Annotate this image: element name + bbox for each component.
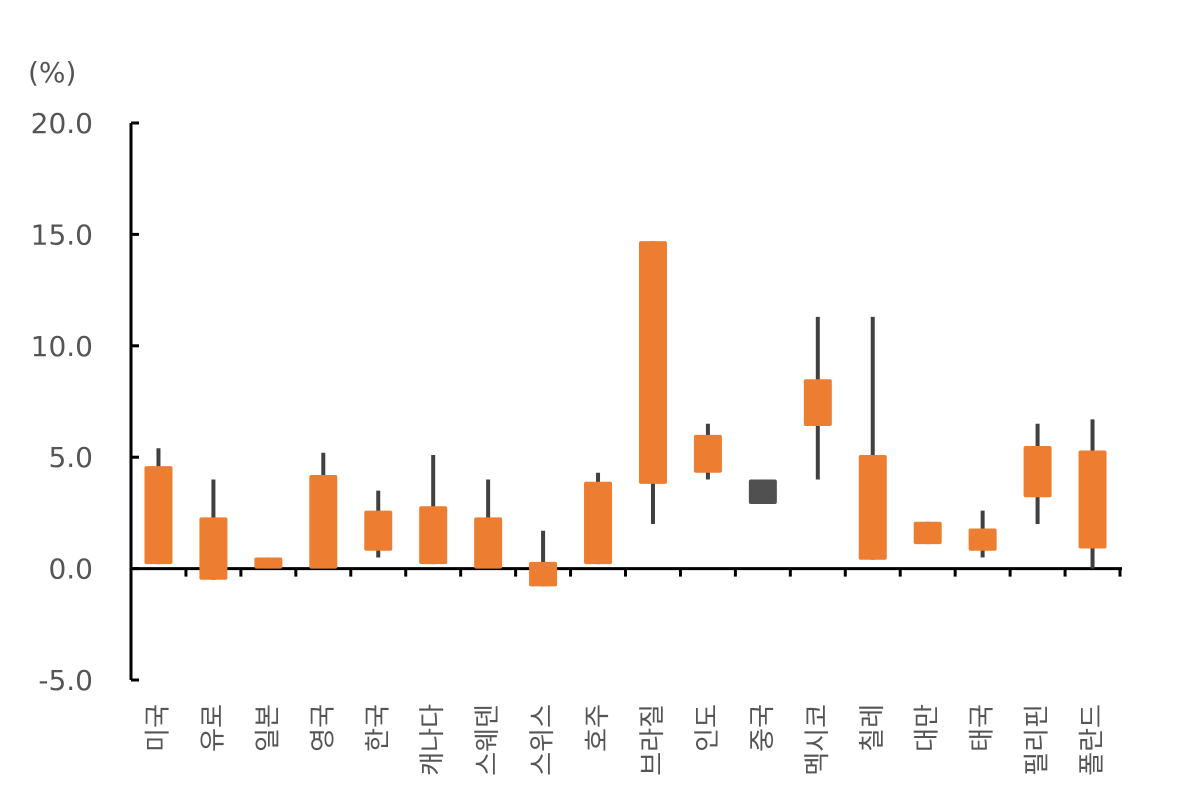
candle-box <box>199 517 228 580</box>
category-label: 태국 <box>968 704 998 752</box>
candle-18 <box>1078 419 1107 569</box>
x-axis <box>131 567 1122 577</box>
category-label: 미국 <box>143 704 173 752</box>
candle-box <box>254 557 283 569</box>
y-tick-label: 0.0 <box>48 553 93 586</box>
y-axis: 20.0 15.0 10.0 5.0 0.0 -5.0 <box>31 107 139 697</box>
candle-box <box>309 475 338 569</box>
candle-7 <box>474 479 503 569</box>
category-labels: 미국 유로 일본 영국 한국 캐나다 스웨덴 스위스 호주 브라질 인도 중국 멕시코 칠레 대만 태국 필리핀… <box>143 704 1107 776</box>
y-tick-label: 20.0 <box>31 107 93 140</box>
candle-box <box>693 434 722 473</box>
candle-box <box>584 481 613 565</box>
candle-box <box>968 528 997 551</box>
category-label: 대만 <box>913 704 943 752</box>
candle-13 <box>803 316 832 480</box>
category-label: 유로 <box>198 704 228 752</box>
category-label: 한국 <box>363 704 393 752</box>
candle-box <box>638 241 667 484</box>
category-label: 필리핀 <box>1023 704 1053 776</box>
candle-box <box>144 466 173 565</box>
candle-4 <box>309 452 338 569</box>
candle-box <box>1023 446 1052 498</box>
candle-16 <box>968 510 997 558</box>
candle-11 <box>693 423 722 480</box>
candle-8 <box>529 530 558 587</box>
candle-box <box>529 561 558 587</box>
candle-9 <box>584 472 613 565</box>
candle-2 <box>199 479 228 580</box>
y-axis-unit-label: (%) <box>28 56 76 89</box>
candle-box <box>913 521 942 545</box>
series-marks <box>144 241 1107 587</box>
category-label: 스웨덴 <box>473 704 503 776</box>
y-tick-label: 10.0 <box>31 330 93 363</box>
candle-14 <box>858 316 887 560</box>
candle-box <box>748 479 777 504</box>
candle-5 <box>364 490 393 558</box>
category-label: 중국 <box>748 704 778 752</box>
y-tick-label: 5.0 <box>48 441 93 474</box>
category-label: 브라질 <box>638 704 668 776</box>
category-label: 캐나다 <box>418 704 448 776</box>
candle-3 <box>254 557 283 569</box>
category-label: 영국 <box>308 704 338 752</box>
candle-17 <box>1023 423 1052 525</box>
candle-10 <box>638 241 667 525</box>
candle-12 <box>748 479 777 504</box>
category-label: 일본 <box>253 704 283 752</box>
candle-box <box>419 506 448 565</box>
candle-15 <box>913 521 942 545</box>
candle-box <box>364 510 393 551</box>
y-tick-label: 15.0 <box>31 218 93 251</box>
category-label: 칠레 <box>858 704 888 752</box>
category-label: 인도 <box>693 704 723 752</box>
candle-box <box>858 454 887 560</box>
category-label: 호주 <box>583 704 613 752</box>
candle-1 <box>144 448 173 565</box>
y-tick-label: -5.0 <box>38 664 93 697</box>
candle-box <box>803 379 832 427</box>
candle-box <box>474 517 503 569</box>
category-label: 멕시코 <box>803 704 833 776</box>
candle-6 <box>419 454 448 565</box>
category-label: 스위스 <box>528 704 558 776</box>
category-label: 폴란드 <box>1078 704 1108 776</box>
candle-box <box>1078 450 1107 549</box>
